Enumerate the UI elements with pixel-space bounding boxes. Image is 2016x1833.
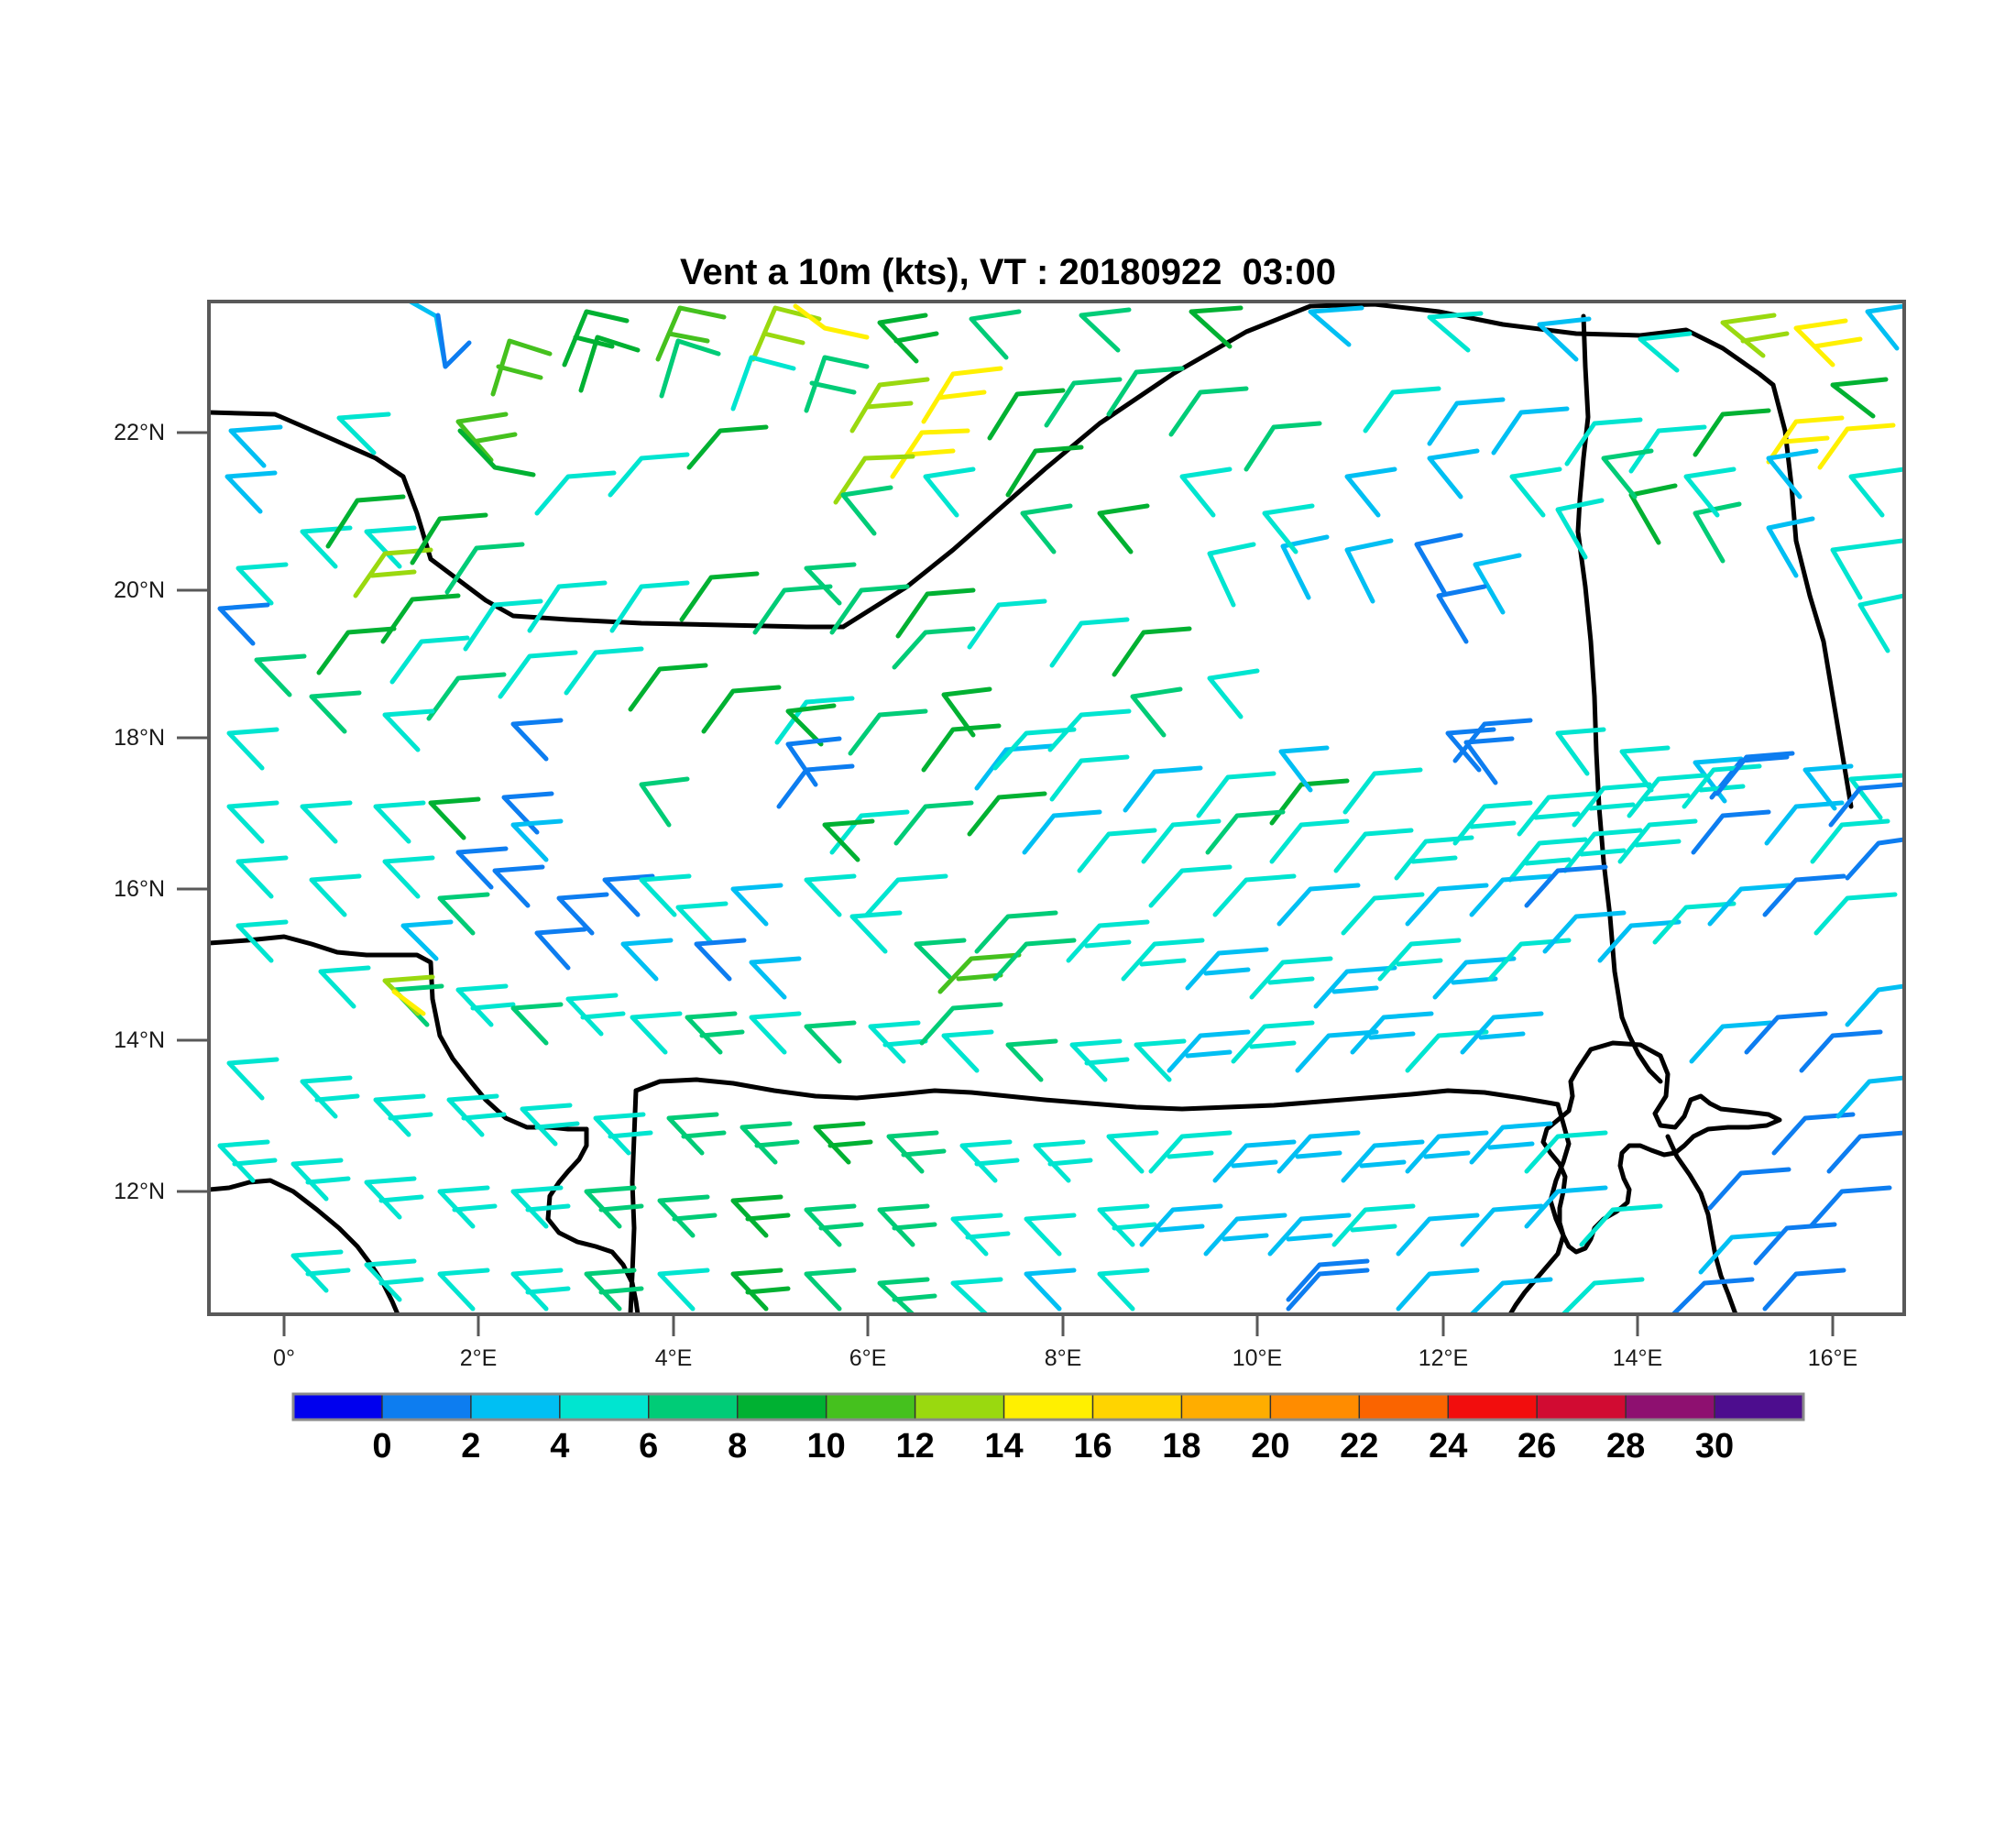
colorbar-band (1092, 1394, 1182, 1420)
x-axis-ticks (282, 1314, 1835, 1336)
colorbar-band (470, 1394, 560, 1420)
wind-barb-layer (217, 302, 1904, 1314)
x-tick-label-16E: 16°E (1807, 1345, 1858, 1371)
colorbar-tick-label: 0 (372, 1427, 392, 1465)
plot-frame (207, 300, 1906, 1316)
x-tick-label-2E: 2°E (459, 1345, 498, 1371)
y-tick-label-12N: 12°N (114, 1179, 165, 1204)
x-tick-label-0: 0° (273, 1345, 295, 1371)
y-tick-label-20N: 20°N (114, 577, 165, 603)
y-tick-label-22N: 22°N (114, 420, 165, 445)
x-tick-label-6E: 6°E (849, 1345, 887, 1371)
colorbar-tick-label: 16 (1073, 1427, 1112, 1465)
x-tick-label-14E: 14°E (1612, 1345, 1663, 1371)
x-tick-label-8E: 8°E (1044, 1345, 1082, 1371)
colorbar-tick-label: 22 (1340, 1427, 1379, 1465)
y-axis-ticks (177, 431, 209, 1193)
colorbar-outline (291, 1392, 1805, 1421)
y-tick-label-14N: 14°N (114, 1027, 165, 1053)
colorbar-tick-label: 18 (1162, 1427, 1201, 1465)
colorbar-band (648, 1394, 738, 1420)
colorbar-tick-label: 20 (1251, 1427, 1290, 1465)
x-tick-label-12E: 12°E (1418, 1345, 1469, 1371)
colorbar-band (737, 1394, 827, 1420)
colorbar-band (1537, 1394, 1627, 1420)
colorbar-band (559, 1394, 649, 1420)
colorbar-tick-label: 28 (1605, 1427, 1646, 1465)
colorbar-tick-label: 4 (550, 1427, 570, 1465)
y-tick-label-18N: 18°N (114, 725, 165, 751)
colorbar-band (1181, 1394, 1271, 1420)
colorbar-tick-label: 2 (461, 1427, 481, 1465)
colorbar-tick-label: 14 (984, 1427, 1024, 1465)
colorbar-tick-label: 30 (1694, 1427, 1735, 1465)
page-title: Vent a 10m (kts), VT : 20180922 03:00 (680, 252, 1336, 292)
x-tick-label-4E: 4°E (654, 1345, 693, 1371)
colorbar-band (915, 1394, 1004, 1420)
colorbar-band (1270, 1394, 1360, 1420)
colorbar-band (1448, 1394, 1538, 1420)
colorbar[interactable] (291, 1392, 1805, 1421)
colorbar-tick-label: 26 (1517, 1427, 1557, 1465)
colorbar-band (1359, 1394, 1449, 1420)
x-tick-label-10E: 10°E (1232, 1345, 1283, 1371)
colorbar-band (1626, 1394, 1715, 1420)
y-tick-label-16N: 16°N (114, 876, 165, 902)
colorbar-band (826, 1394, 915, 1420)
colorbar-band (1715, 1394, 1803, 1420)
colorbar-tick-label: 12 (895, 1427, 935, 1465)
colorbar-tick-label: 6 (639, 1427, 659, 1465)
colorbar-band (381, 1394, 471, 1420)
colorbar-tick-label: 10 (806, 1427, 846, 1465)
colorbar-band (1003, 1394, 1093, 1420)
colorbar-tick-label: 8 (728, 1427, 748, 1465)
colorbar-band (293, 1394, 382, 1420)
colorbar-tick-label: 24 (1429, 1427, 1468, 1465)
